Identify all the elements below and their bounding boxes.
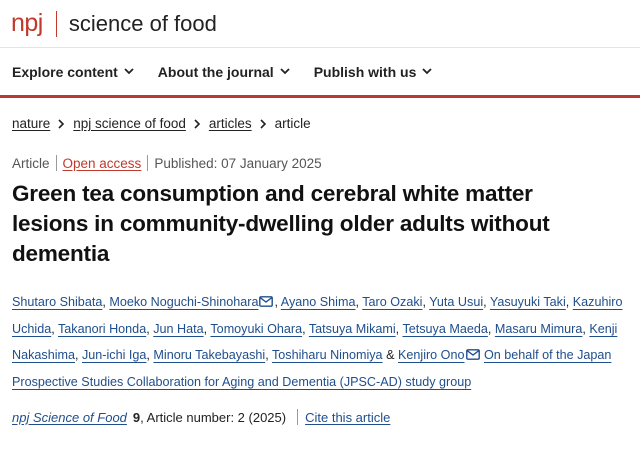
author-link[interactable]: Tatsuya Mikami [308, 321, 396, 336]
author-link[interactable]: Kenjiro Ono [397, 348, 465, 362]
site-header: npj science of food [0, 0, 640, 47]
author-link[interactable]: Ayano Shima [280, 295, 356, 309]
meta-divider [55, 155, 57, 171]
chevron-down-icon [422, 68, 432, 75]
mail-icon[interactable] [259, 296, 274, 307]
chevron-down-icon [280, 68, 290, 75]
author-link[interactable]: Shutaro Shibata [12, 295, 103, 309]
chevron-right-icon [260, 118, 267, 129]
article-number: , Article number: 2 (2025) [140, 409, 287, 425]
breadcrumb-nature[interactable]: nature [12, 116, 51, 131]
meta-divider [147, 155, 149, 171]
nav-item-label: Explore content [12, 63, 118, 80]
chevron-right-icon [194, 118, 201, 129]
breadcrumb-current: article [274, 116, 311, 131]
author-link[interactable]: Tetsuya Maeda [402, 321, 488, 336]
author-link[interactable]: Taro Ozaki [362, 295, 423, 309]
logo-journal-title[interactable]: science of food [68, 10, 217, 36]
journal-link[interactable]: npj Science of Food [12, 409, 127, 425]
author-link[interactable]: Yasuyuki Taki [489, 295, 566, 309]
article-title: Green tea consumption and cerebral white… [12, 181, 550, 266]
author-list: Shutaro Shibata, Moeko Noguchi-Shinohara… [12, 295, 623, 389]
open-access-link[interactable]: Open access [62, 155, 142, 171]
citation-divider [297, 409, 299, 425]
main-nav: Explore content About the journal Publis… [0, 47, 640, 95]
author-link[interactable]: Masaru Mimura [494, 321, 583, 336]
logo-divider [55, 10, 57, 37]
citation-line: npj Science of Food 9 , Article number: … [0, 409, 640, 425]
nav-about-journal[interactable]: About the journal [158, 64, 290, 80]
author-link[interactable]: Toshiharu Ninomiya [271, 348, 383, 362]
article-meta: Article Open access Published: 07 Januar… [0, 155, 640, 171]
nav-publish-with-us[interactable]: Publish with us [314, 64, 433, 80]
breadcrumb-articles[interactable]: articles [208, 116, 252, 131]
author-link[interactable]: Takanori Honda [57, 321, 147, 336]
breadcrumb-journal[interactable]: npj science of food [73, 116, 186, 131]
author-link[interactable]: Jun-ichi Iga [82, 348, 147, 362]
author-link[interactable]: Jun Hata [153, 321, 204, 336]
author-link[interactable]: Moeko Noguchi-Shinohara [109, 295, 259, 309]
author-link[interactable]: Yuta Usui [429, 295, 484, 309]
article-type: Article [12, 155, 50, 171]
author-link[interactable]: Kenji Nakashima [12, 321, 618, 363]
author-link[interactable]: Minoru Takebayashi [153, 348, 266, 362]
nav-explore-content[interactable]: Explore content [12, 64, 134, 80]
mail-icon[interactable] [465, 349, 480, 360]
header-red-bar [0, 95, 640, 98]
chevron-down-icon [124, 68, 134, 75]
study-group-link[interactable]: On behalf of the Japan Prospective Studi… [12, 348, 612, 389]
author-link[interactable]: Tomoyuki Ohara [210, 321, 303, 336]
chevron-right-icon [58, 118, 65, 129]
cite-this-article-link[interactable]: Cite this article [305, 409, 391, 425]
published-date: Published: 07 January 2025 [154, 155, 322, 171]
logo-npj[interactable]: npj [11, 9, 43, 37]
author-ampersand: & [386, 348, 395, 362]
volume-number: 9 [132, 409, 141, 425]
nav-item-label: About the journal [157, 63, 274, 80]
breadcrumb: nature npj science of food articles arti… [0, 98, 640, 149]
author-link[interactable]: Kazuhiro Uchida [12, 295, 623, 336]
nav-item-label: Publish with us [313, 63, 417, 80]
